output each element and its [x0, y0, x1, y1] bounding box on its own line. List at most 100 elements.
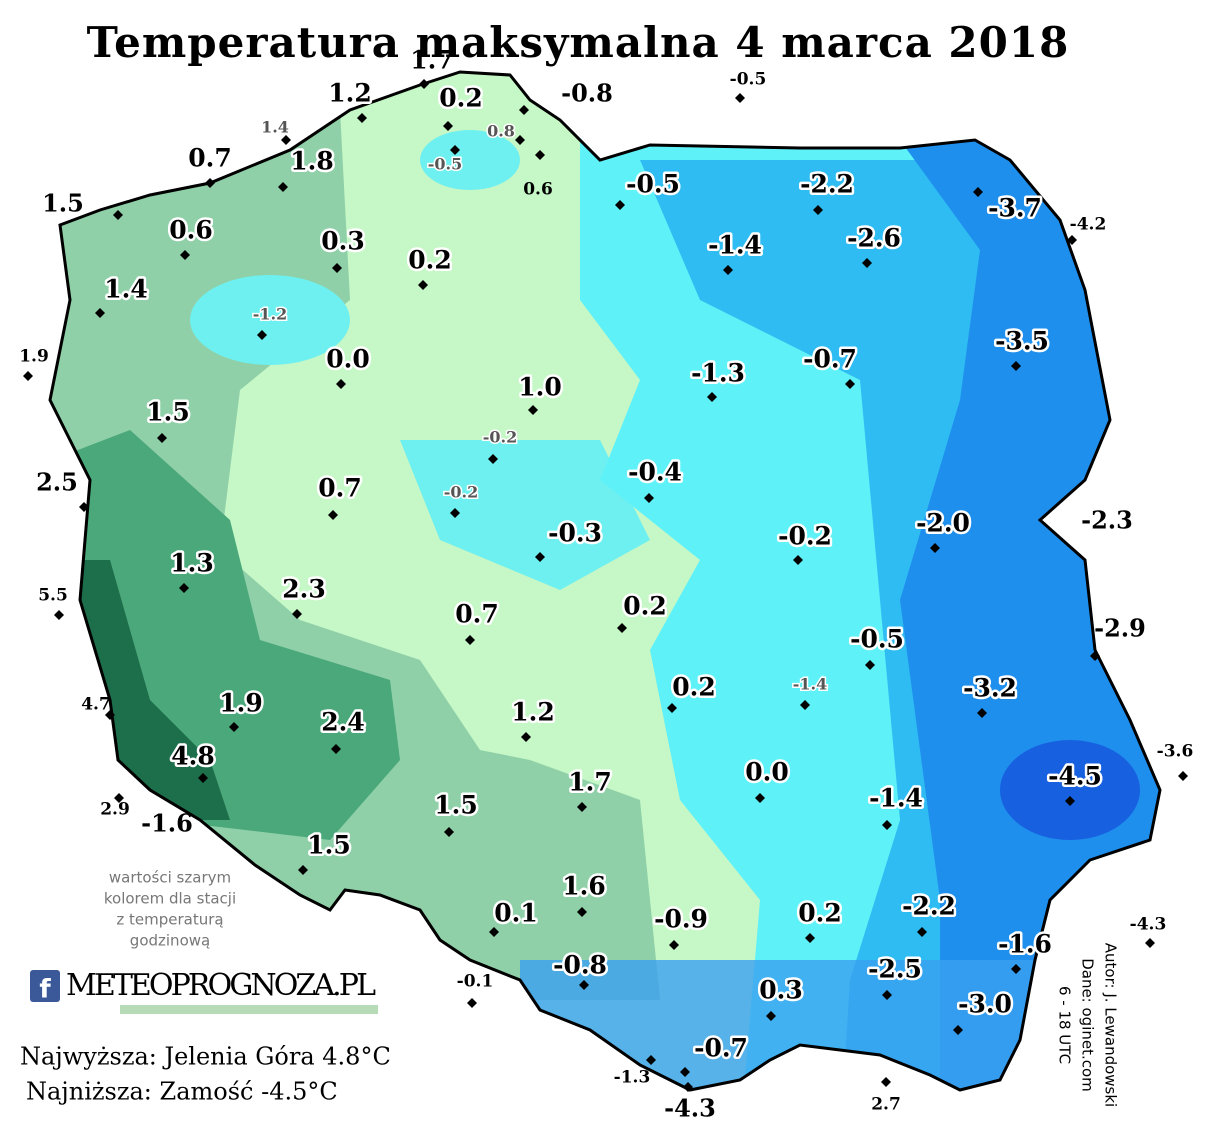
logo-icon: f [39, 975, 51, 1005]
station-value: 2.9 [100, 800, 130, 820]
station-value: 0.2 [798, 899, 842, 928]
station-marker [535, 552, 545, 562]
station-marker [845, 379, 855, 389]
station-marker [577, 907, 587, 917]
station-value: 0.7 [455, 600, 499, 629]
station-value: 0.8 [487, 122, 515, 141]
station-value: -0.5 [850, 625, 904, 654]
station-value: 0.2 [623, 592, 667, 621]
station-marker [450, 508, 460, 518]
station-value: -0.5 [428, 155, 462, 174]
station-marker [669, 940, 679, 950]
logo-icon-bg [30, 970, 60, 1002]
station-value: -2.6 [847, 224, 901, 253]
station-marker [298, 865, 308, 875]
station-value: -0.2 [483, 428, 517, 447]
station-marker [489, 927, 499, 937]
station-value: 0.3 [321, 227, 365, 256]
station-value: 1.5 [307, 831, 351, 860]
station-value: 1.4 [104, 275, 148, 304]
logo-strip [120, 1005, 378, 1014]
station-marker [515, 135, 525, 145]
station-value: -2.2 [800, 170, 854, 199]
station-marker [667, 703, 677, 713]
station-value: -4.3 [664, 1094, 716, 1123]
note-line: godzinową [130, 932, 210, 950]
station-marker [179, 583, 189, 593]
station-value: -1.2 [253, 305, 287, 324]
station-marker [1145, 938, 1155, 948]
station-marker [973, 187, 983, 197]
credit-line: Autor: J. Lewandowski [1102, 943, 1120, 1107]
station-marker [519, 105, 529, 115]
station-value: 0.1 [494, 899, 538, 928]
station-value: -3.7 [988, 194, 1042, 223]
station-value: 4.8 [171, 742, 215, 771]
station-value: -3.6 [1157, 742, 1194, 762]
note-line: kolorem dla stacji [104, 890, 236, 908]
station-value: -2.5 [868, 955, 922, 984]
station-marker [800, 700, 810, 710]
station-value: 1.9 [219, 689, 263, 718]
station-value: 0.0 [326, 345, 370, 374]
station-marker [766, 1011, 776, 1021]
station-value: -1.3 [691, 359, 745, 388]
station-marker [615, 200, 625, 210]
station-marker [450, 145, 460, 155]
station-marker [278, 182, 288, 192]
station-marker [930, 543, 940, 553]
station-marker [23, 371, 33, 381]
station-value: -0.2 [444, 483, 478, 502]
highest: Najwyższa: Jelenia Góra 4.8°C [20, 1043, 391, 1071]
station-marker [683, 1082, 693, 1092]
station-marker [488, 454, 498, 464]
station-marker [157, 433, 167, 443]
station-value: -3.5 [995, 327, 1049, 356]
station-value: 0.7 [318, 474, 362, 503]
station-value: -2.9 [1094, 614, 1146, 643]
note: wartości szarym kolorem dla stacji z tem… [104, 869, 236, 950]
credit-line: 6 - 18 UTC [1056, 986, 1074, 1064]
station-marker [114, 793, 124, 803]
station-value: 1.9 [19, 347, 49, 367]
logo: f METEOPROGNOZA.PL [30, 968, 378, 1014]
station-value: -4.2 [1070, 215, 1107, 235]
station-marker [865, 660, 875, 670]
station-value: 0.3 [759, 976, 803, 1005]
station-marker [332, 263, 342, 273]
station-value: 1.7 [410, 46, 454, 75]
lowest: Najniższa: Zamość -4.5°C [26, 1078, 338, 1106]
station-marker [419, 79, 429, 89]
station-value: -1.4 [869, 784, 923, 813]
station-value: -1.6 [998, 930, 1052, 959]
station-value: 1.7 [568, 768, 612, 797]
station-value: -3.0 [958, 990, 1012, 1019]
station-marker [644, 493, 654, 503]
station-marker [723, 265, 733, 275]
station-marker [882, 990, 892, 1000]
station-value: 1.5 [146, 398, 190, 427]
station-marker [617, 623, 627, 633]
station-marker [336, 379, 346, 389]
station-value: -0.7 [694, 1034, 748, 1063]
station-marker [577, 802, 587, 812]
station-value: -0.3 [548, 519, 602, 548]
station-marker [1011, 361, 1021, 371]
station-marker [113, 210, 123, 220]
station-marker [79, 502, 89, 512]
station-marker [735, 93, 745, 103]
station-marker [465, 635, 475, 645]
station-value: 1.6 [562, 872, 606, 901]
station-marker [54, 610, 64, 620]
station-value: 0.2 [439, 84, 483, 113]
station-marker [467, 998, 477, 1008]
station-value: 0.6 [523, 180, 553, 200]
station-value: -1.3 [614, 1068, 651, 1088]
station-marker [1178, 771, 1188, 781]
station-value: 2.3 [282, 575, 326, 604]
station-marker [105, 710, 115, 720]
station-marker [646, 1055, 656, 1065]
station-marker [813, 205, 823, 215]
station-marker [443, 121, 453, 131]
station-marker [357, 113, 367, 123]
